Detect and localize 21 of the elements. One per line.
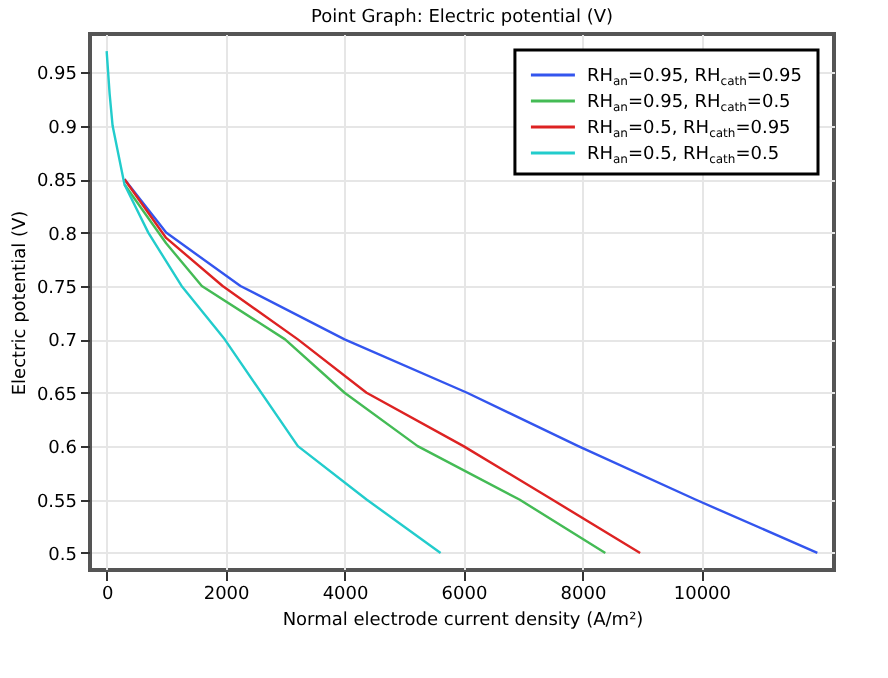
chart-title: Point Graph: Electric potential (V) (311, 8, 613, 28)
x-tick-label: 2000 (203, 585, 251, 605)
y-tick-label: 0.65 (36, 385, 77, 406)
x-tick-label: 6000 (441, 585, 488, 605)
x-tick-label: 10000 (673, 585, 732, 605)
x-tick-label: 4000 (322, 585, 369, 605)
y-tick-label: 0.9 (48, 118, 78, 139)
y-tick-label: 0.75 (36, 278, 77, 299)
y-tick-label: 0.85 (36, 172, 77, 193)
x-axis-title: Normal electrode current density (A/m²) (282, 611, 644, 631)
x-tick-label: 8000 (560, 585, 607, 605)
y-tick-label: 0.55 (36, 492, 77, 513)
x-tick-label: 0 (101, 585, 114, 605)
y-tick-label: 0.6 (48, 439, 78, 460)
y-tick-label: 0.8 (48, 225, 78, 246)
y-axis-title: Electric potential (V) (10, 210, 31, 396)
y-tick-label: 0.7 (48, 332, 77, 353)
y-tick-label: 0.95 (36, 65, 77, 86)
line-series (123, 178, 819, 555)
line-series (105, 49, 442, 555)
y-tick-label: 0.5 (48, 545, 77, 566)
